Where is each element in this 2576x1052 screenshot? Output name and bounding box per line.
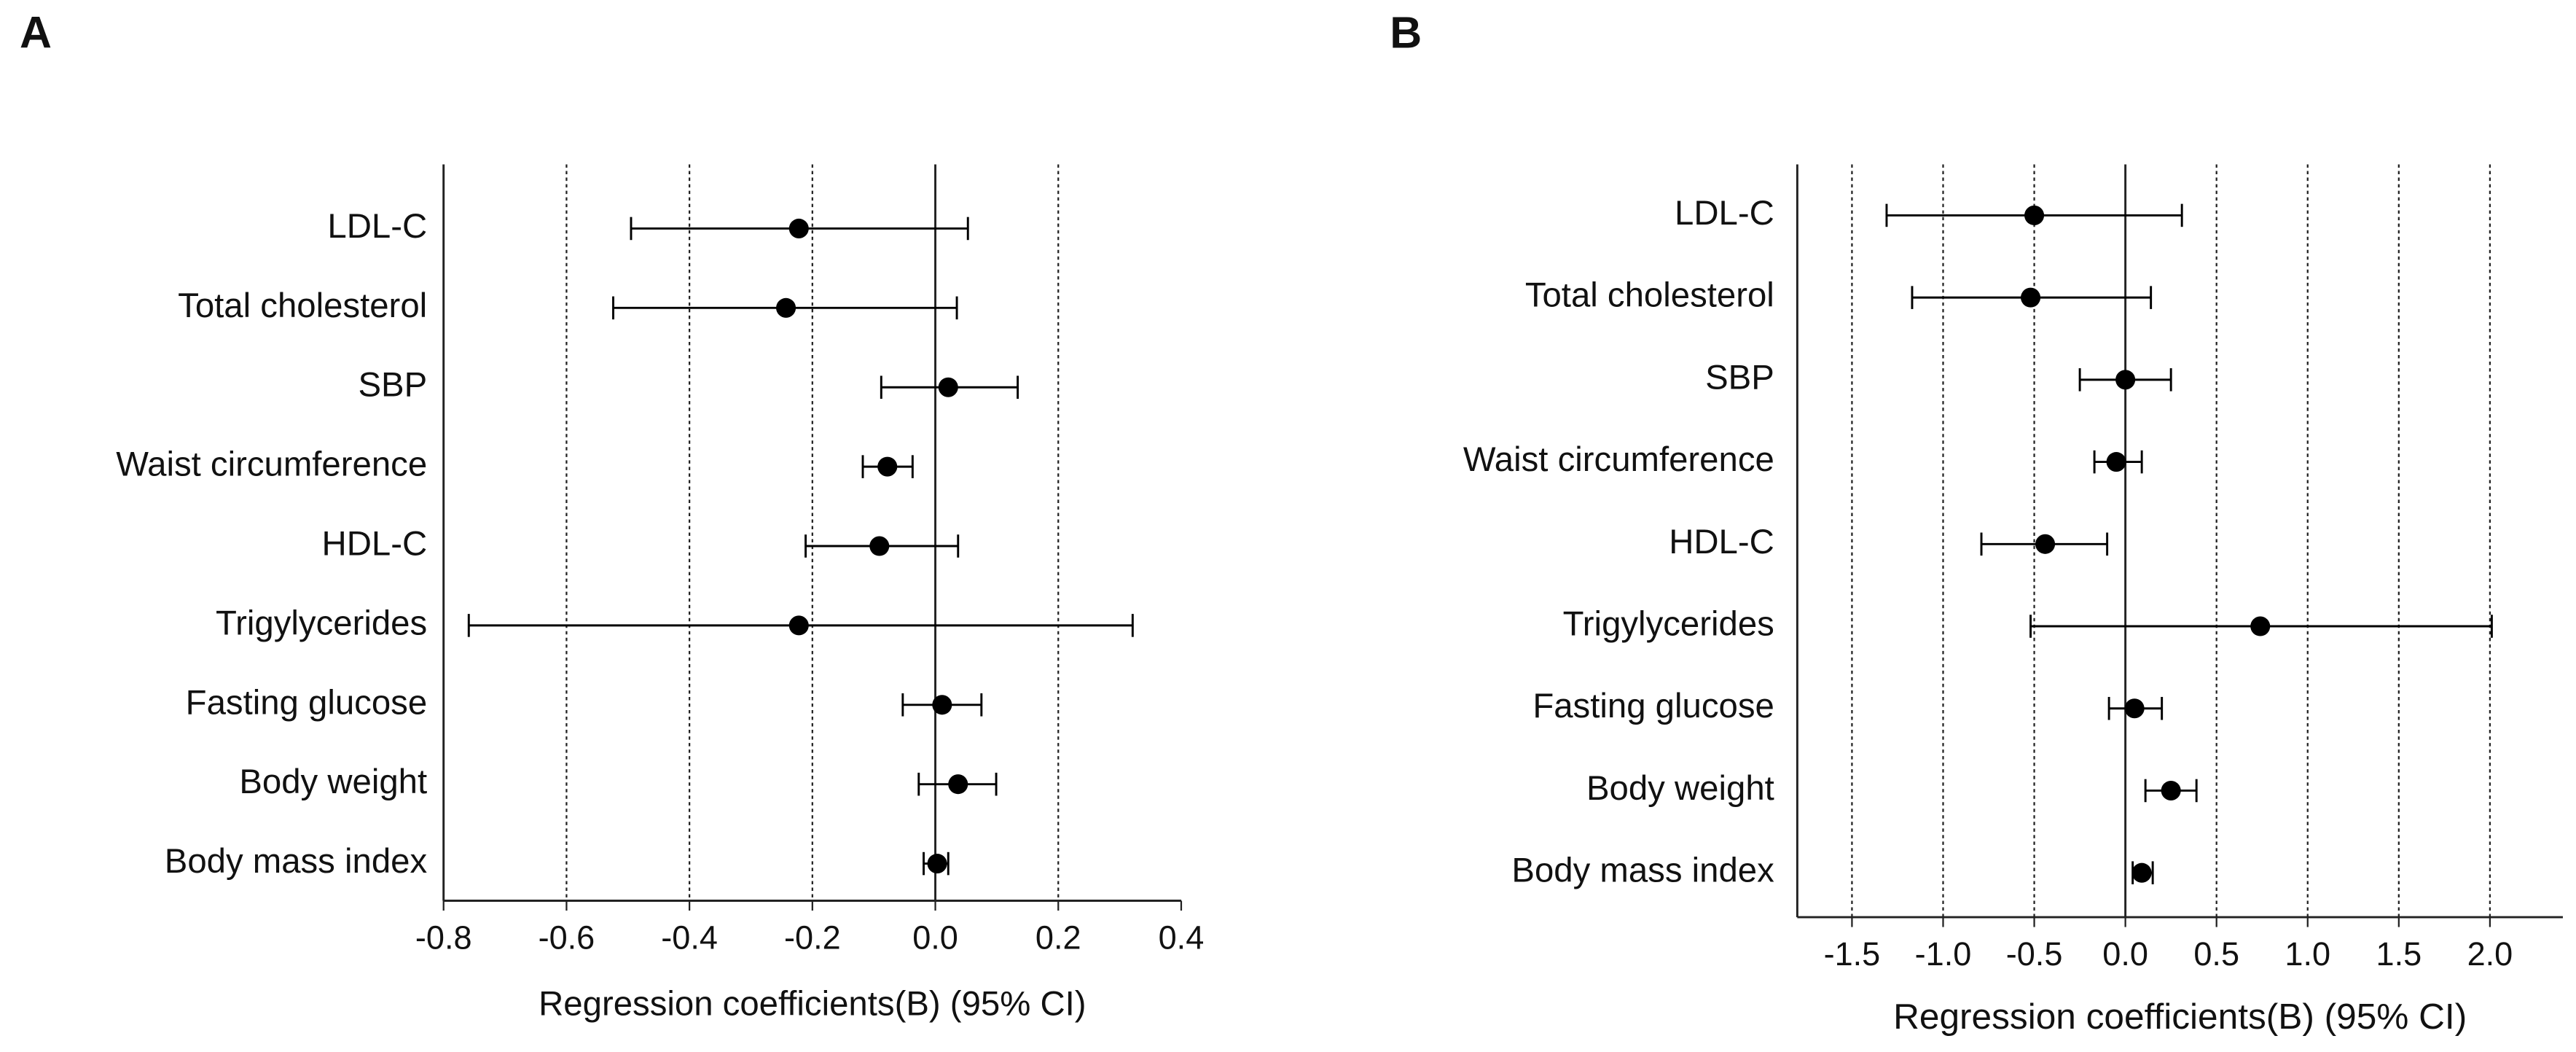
category-label: LDL-C (327, 207, 427, 246)
panel-label: A (20, 8, 52, 58)
x-tick-label: 0.4 (1159, 919, 1205, 956)
x-tick-label: 1.0 (2285, 935, 2330, 973)
point-estimate (788, 615, 809, 636)
point-estimate (2124, 698, 2145, 719)
x-tick-label: 1.5 (2376, 935, 2422, 973)
point-estimate (927, 854, 947, 874)
point-estimate (2035, 534, 2056, 554)
category-label: SBP (1705, 358, 1774, 397)
x-tick-label: -1.5 (1824, 935, 1881, 973)
point-estimate (877, 456, 898, 477)
category-label: Trigylycerides (216, 604, 427, 642)
panel-label: B (1390, 8, 1422, 58)
x-tick-label: -0.6 (539, 919, 595, 956)
category-label: Body weight (239, 763, 427, 801)
x-tick-label: 0.0 (912, 919, 958, 956)
point-estimate (2115, 370, 2136, 390)
category-label: Total cholesterol (1525, 276, 1774, 315)
x-axis-title: Regression coefficients(B) (95% CI) (539, 984, 1086, 1023)
category-label: SBP (358, 366, 427, 405)
point-estimate (788, 218, 809, 238)
category-label: Body mass index (165, 842, 428, 881)
category-label: Waist circumference (116, 445, 427, 484)
x-tick-label: -0.5 (2006, 935, 2063, 973)
category-label: HDL-C (322, 525, 428, 564)
x-tick-label: 2.0 (2467, 935, 2513, 973)
category-label: Fasting glucose (1532, 687, 1774, 725)
point-estimate (2250, 616, 2271, 636)
category-label: Fasting glucose (186, 683, 427, 722)
point-estimate (776, 297, 796, 318)
point-estimate (2024, 205, 2045, 225)
point-estimate (2131, 862, 2152, 883)
point-estimate (938, 377, 958, 397)
point-estimate (869, 536, 890, 556)
point-estimate (2106, 452, 2126, 472)
category-label: Body mass index (1511, 852, 1774, 890)
category-label: HDL-C (1669, 523, 1774, 561)
x-tick-label: -0.8 (415, 919, 472, 956)
x-tick-label: 0.0 (2102, 935, 2148, 973)
category-label: Waist circumference (1463, 440, 1774, 479)
category-label: Total cholesterol (178, 287, 427, 325)
point-estimate (2161, 780, 2181, 800)
category-label: LDL-C (1675, 194, 1774, 233)
category-label: Trigylycerides (1563, 605, 1774, 644)
x-tick-label: -0.2 (784, 919, 841, 956)
point-estimate (932, 695, 952, 715)
x-tick-label: 0.5 (2193, 935, 2239, 973)
point-estimate (948, 774, 968, 795)
point-estimate (2021, 287, 2041, 308)
x-axis-title: Regression coefficients(B) (95% CI) (1893, 996, 2467, 1037)
x-tick-label: 0.2 (1036, 919, 1081, 956)
x-tick-label: -1.0 (1915, 935, 1972, 973)
x-tick-label: -0.4 (661, 919, 718, 956)
category-label: Body weight (1586, 769, 1774, 808)
